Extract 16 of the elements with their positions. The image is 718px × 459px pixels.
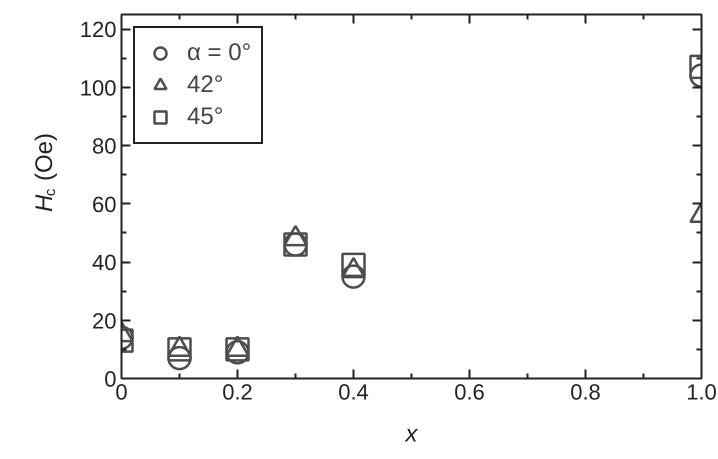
y-tick-label: 120	[80, 17, 117, 42]
y-tick-label: 60	[92, 192, 117, 217]
y-tick-label: 20	[92, 308, 117, 334]
x-tick-label: 1.0	[686, 380, 717, 404]
legend-label: α = 0°	[187, 39, 252, 67]
y-tick-label: 100	[80, 75, 117, 100]
x-tick-label: 0.4	[338, 380, 369, 404]
x-tick-label: 0.8	[570, 380, 601, 404]
x-axis-title: x	[404, 420, 418, 448]
y-tick-label: 80	[92, 134, 117, 159]
y-tick-label: 40	[92, 250, 117, 276]
legend-label: 42°	[187, 71, 224, 99]
legend-label: 45°	[187, 103, 224, 131]
y-axis-title: Hc (Oe)	[31, 133, 59, 212]
x-tick-label: 0.2	[222, 380, 253, 404]
x-tick-label: 0.6	[454, 380, 485, 404]
